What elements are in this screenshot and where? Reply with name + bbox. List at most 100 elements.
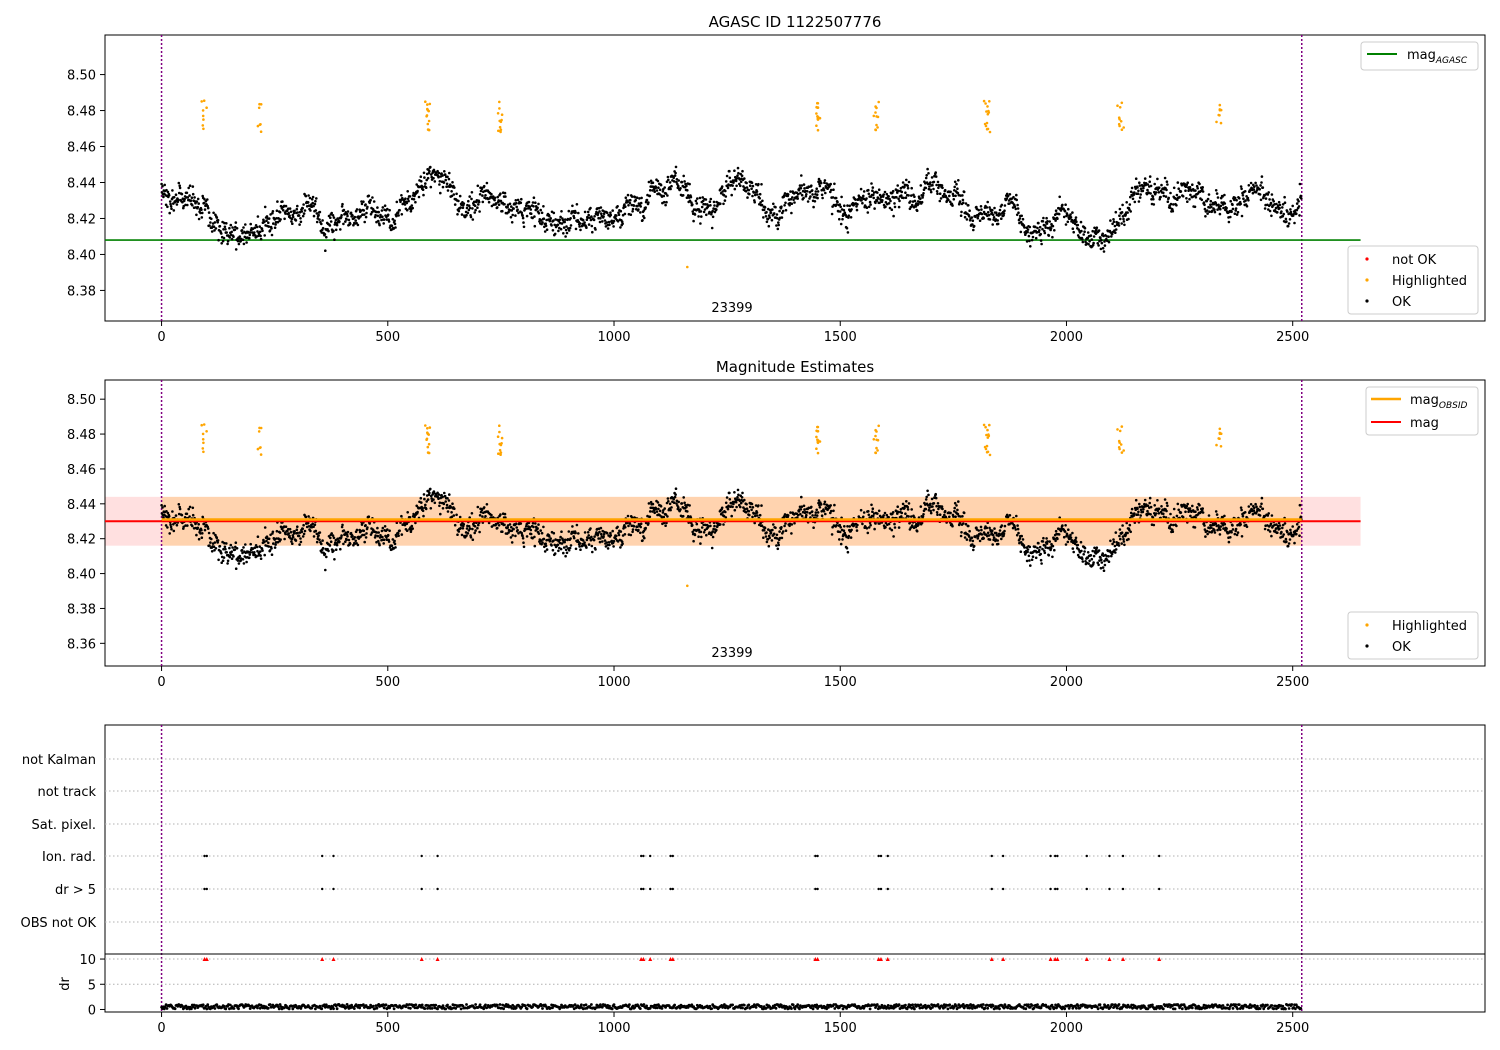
ok-point (769, 531, 773, 535)
ok-point (540, 211, 544, 215)
highlighted-point (427, 119, 431, 123)
highlighted-point (1218, 103, 1222, 107)
ok-point (248, 551, 252, 554)
ok-point (329, 540, 333, 543)
ok-point (309, 209, 312, 212)
ok-point (189, 199, 193, 202)
ok-point (602, 215, 605, 218)
panel1-title: AGASC ID 1122507776 (709, 13, 882, 31)
ok-point (1043, 229, 1046, 233)
ok-point (1148, 501, 1151, 505)
ok-point (421, 507, 424, 510)
ok-point (344, 540, 347, 543)
ok-point (778, 530, 781, 533)
ok-point (490, 192, 493, 196)
ok-point (293, 530, 296, 533)
ok-point (661, 190, 665, 193)
ok-point (870, 182, 873, 185)
ok-point (699, 222, 702, 225)
ok-point (470, 197, 473, 201)
ok-point (781, 209, 785, 213)
ok-point (1017, 211, 1020, 214)
ok-point (206, 527, 210, 530)
ok-point (1107, 235, 1110, 238)
ok-point (1175, 193, 1179, 197)
ok-point (915, 529, 919, 533)
ok-point (478, 514, 482, 517)
ok-point (974, 215, 977, 219)
ok-point (680, 180, 684, 184)
ok-point (1121, 535, 1125, 538)
ok-point (724, 510, 727, 514)
ok-point (1229, 199, 1232, 203)
ok-point (976, 216, 980, 220)
ok-point (1151, 195, 1155, 199)
ok-point (481, 194, 484, 197)
ok-point (972, 224, 976, 228)
ok-point (363, 540, 367, 544)
x-tick-label: 0 (157, 330, 165, 345)
ok-point (479, 189, 483, 193)
ok-point (1126, 211, 1129, 214)
ok-point (954, 515, 957, 518)
ok-point (315, 532, 319, 536)
ok-point (349, 531, 353, 535)
ok-point (1044, 546, 1047, 549)
ok-point (698, 196, 702, 200)
ok-point (334, 228, 338, 232)
ok-point (1202, 522, 1206, 525)
ok-point (407, 199, 410, 203)
ok-point (184, 524, 187, 527)
ok-point (1049, 227, 1053, 230)
ok-point (216, 218, 220, 222)
ok-point (616, 540, 620, 543)
ok-point (237, 242, 241, 246)
ok-point (168, 211, 171, 215)
ok-point (988, 538, 992, 541)
ok-point (1153, 504, 1156, 507)
ok-point (1139, 514, 1142, 517)
ok-point (815, 193, 819, 196)
ok-point (1038, 225, 1042, 229)
ok-point (820, 514, 824, 517)
ok-point (186, 203, 189, 207)
ok-point (765, 540, 769, 544)
ok-point (789, 511, 792, 514)
ok-point (845, 226, 849, 230)
ok-point (1137, 200, 1141, 203)
ok-point (520, 197, 523, 201)
ok-point (1227, 220, 1231, 224)
ok-point (253, 551, 256, 554)
ok-point (758, 192, 762, 196)
ok-point (339, 228, 342, 231)
ok-point (453, 186, 456, 189)
ok-point (236, 559, 240, 562)
highlighted-point (986, 105, 989, 108)
ok-point (495, 202, 498, 205)
ok-point (991, 533, 995, 537)
ok-point (657, 507, 660, 511)
ok-point (1300, 197, 1303, 200)
x-tick-label: 2500 (1276, 330, 1309, 345)
ok-point (867, 526, 871, 529)
ok-point (163, 504, 166, 508)
ok-point (1053, 217, 1056, 220)
ok-point (876, 191, 879, 194)
ok-point (756, 514, 759, 517)
y-tick-label: 8.50 (67, 69, 96, 84)
ok-point (267, 541, 270, 545)
ok-point (903, 183, 907, 187)
ok-point (222, 236, 226, 240)
ok-point (214, 547, 218, 550)
ok-point (998, 529, 1002, 532)
ok-point (1082, 553, 1085, 556)
ok-point (544, 224, 548, 228)
ok-point (275, 537, 278, 540)
ok-point (559, 535, 562, 539)
ok-point (617, 213, 621, 216)
ok-point (1133, 200, 1137, 204)
ok-point (623, 533, 627, 536)
ok-point (429, 507, 433, 510)
ok-point (557, 229, 560, 233)
ok-point (482, 184, 486, 188)
